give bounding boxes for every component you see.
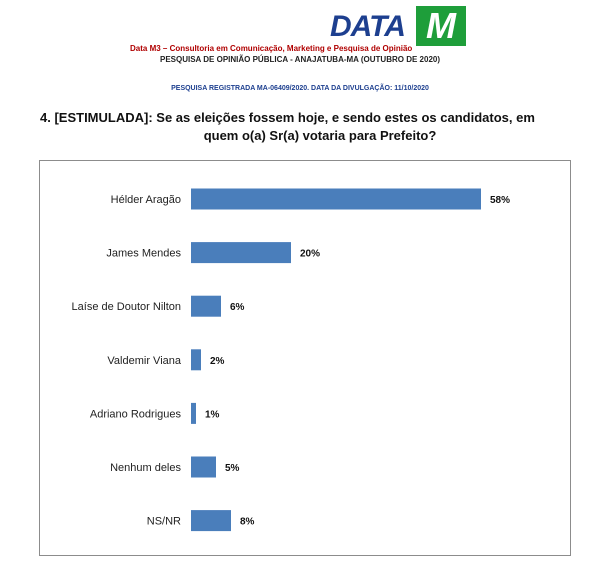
bar xyxy=(191,402,196,424)
question-line-2: quem o(a) Sr(a) votaria para Prefeito? xyxy=(203,128,437,143)
bar xyxy=(191,510,231,532)
category-label: James Mendes xyxy=(106,248,181,260)
company-name: Data M3 – Consultoria em Comunicação, Ma… xyxy=(130,44,413,53)
survey-title: PESQUISA DE OPINIÃO PÚBLICA - ANAJATUBA-… xyxy=(159,55,441,64)
value-label: 5% xyxy=(225,463,240,474)
data-m-logo: DATA M xyxy=(330,4,470,48)
chart-frame xyxy=(39,160,571,556)
question-line-1: 4. [ESTIMULADA]: Se as eleições fossem h… xyxy=(40,110,535,125)
value-label: 58% xyxy=(490,195,510,206)
bar xyxy=(191,349,201,371)
category-label: Adriano Rodrigues xyxy=(90,408,182,420)
value-label: 1% xyxy=(205,409,220,420)
value-label: 6% xyxy=(230,302,245,313)
value-label: 2% xyxy=(210,356,225,367)
category-label: Nenhum deles xyxy=(110,462,181,474)
registration-info: PESQUISA REGISTRADA MA-06409/2020. DATA … xyxy=(171,85,429,92)
bar xyxy=(191,456,216,478)
logo-letter: M xyxy=(416,6,466,46)
bar xyxy=(191,295,221,317)
value-label: 8% xyxy=(240,517,255,528)
category-label: Valdemir Viana xyxy=(107,355,181,367)
value-label: 20% xyxy=(300,249,320,260)
bar xyxy=(191,242,291,264)
category-label: NS/NR xyxy=(147,516,181,528)
bar xyxy=(191,188,481,210)
category-label: Laíse de Doutor Nilton xyxy=(72,301,181,313)
logo-word: DATA xyxy=(330,10,406,43)
category-label: Hélder Aragão xyxy=(111,194,181,206)
